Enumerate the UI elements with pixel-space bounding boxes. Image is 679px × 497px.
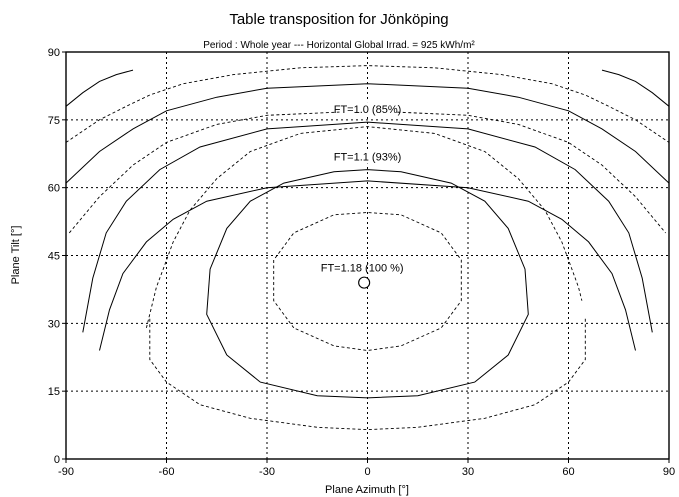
- contour-line: [65, 83, 670, 184]
- contour-line: [65, 65, 670, 143]
- x-axis-ticks: -90 -60 -30 0 30 60 90: [58, 459, 675, 478]
- y-tick-label: 30: [48, 318, 60, 330]
- contour-line: [206, 169, 529, 399]
- y-axis-ticks: 0 15 30 45 60 75 90: [48, 47, 66, 466]
- y-tick-label: 90: [48, 47, 60, 59]
- x-tick-label: -60: [159, 466, 175, 478]
- x-tick-label: -90: [58, 466, 74, 478]
- y-tick-label: 60: [48, 183, 60, 195]
- contour-label-background: [339, 149, 396, 164]
- contour-line: [82, 121, 653, 333]
- x-tick-label: -30: [259, 466, 275, 478]
- contour-line: [99, 180, 636, 351]
- y-axis-label: Plane Tilt [°]: [10, 226, 22, 285]
- contour-line: [68, 110, 666, 234]
- optimum-marker: [358, 276, 371, 289]
- y-tick-label: 15: [48, 386, 60, 398]
- y-tick-label: 75: [48, 115, 60, 127]
- contour-label: FT=1.1 (93%): [334, 152, 402, 164]
- chart-title: Table transposition for Jönköping: [229, 11, 448, 28]
- contour-line: [149, 318, 586, 431]
- x-axis-label: Plane Azimuth [°]: [325, 484, 409, 496]
- optimum-layer: FT=1.18 (100 %): [321, 263, 404, 289]
- chart-subtitle: Period : Whole year --- Horizontal Globa…: [203, 40, 475, 51]
- contour-line: [145, 126, 583, 329]
- optimum-label: FT=1.18 (100 %): [321, 263, 404, 275]
- contour-label: FT=1.0 (85%): [334, 104, 402, 116]
- x-tick-label: 30: [462, 466, 474, 478]
- contour-line: [65, 69, 134, 107]
- contour-label-background: [339, 102, 396, 117]
- contour-line: [601, 69, 670, 107]
- x-tick-label: 90: [663, 466, 675, 478]
- plot-frame: [65, 51, 670, 460]
- contour-labels: FT=1.0 (85%) FT=1.1 (93%): [334, 102, 402, 164]
- y-tick-label: 45: [48, 251, 60, 263]
- grid-lines: [66, 52, 669, 459]
- y-tick-label: 0: [54, 454, 60, 466]
- x-tick-label: 0: [364, 466, 370, 478]
- contour-lines: [65, 65, 670, 431]
- x-tick-label: 60: [562, 466, 574, 478]
